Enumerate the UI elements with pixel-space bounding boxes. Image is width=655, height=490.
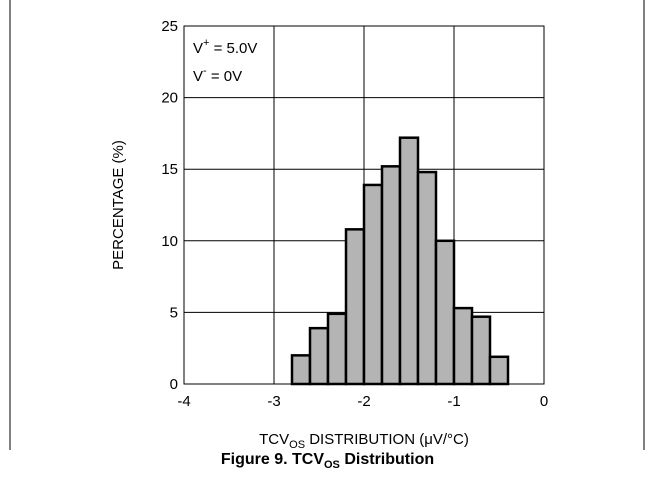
- histogram-bars: [290, 136, 510, 386]
- y-tick-label: 0: [170, 376, 178, 393]
- annotation-rest: = 5.0V: [209, 40, 257, 57]
- y-axis-label: PERCENTAGE (%): [110, 140, 127, 270]
- x-axis-label-main: TCV: [259, 431, 289, 448]
- histogram-bar: [488, 355, 510, 386]
- histogram-bar: [470, 315, 492, 386]
- y-tick-label: 5: [170, 304, 178, 321]
- x-tick-label: -2: [357, 393, 370, 410]
- x-axis-label-rest: DISTRIBUTION (μV/°C): [305, 431, 469, 448]
- y-tick-label: 25: [161, 18, 178, 35]
- annotation-superscript: +: [203, 37, 209, 49]
- y-tick-label: 10: [161, 233, 178, 250]
- annotation-main: V: [193, 68, 203, 85]
- x-tick-label: 0: [540, 393, 548, 410]
- histogram-bar: [290, 354, 312, 386]
- x-axis-label-subscript: OS: [289, 439, 305, 450]
- histogram-bar: [452, 306, 474, 386]
- histogram-bar: [398, 136, 420, 386]
- histogram-bar: [326, 312, 348, 386]
- histogram-bar: [416, 170, 438, 386]
- annotation-rest: = 0V: [207, 68, 242, 85]
- annotation-superscript: -: [203, 65, 207, 77]
- axis-tick-labels: -4 -3 -2 -1 0 0 5 10 15 20 25: [161, 18, 548, 410]
- figure-caption: Figure 9. TCVOS Distribution: [0, 451, 655, 471]
- condition-annotations: V+ = 5.0VV- = 0V: [193, 37, 257, 85]
- x-axis-label: TCVOS DISTRIBUTION (μV/°C): [259, 431, 469, 450]
- x-tick-label: -3: [267, 393, 280, 410]
- histogram-bar: [434, 239, 456, 386]
- annotation-main: V: [193, 40, 203, 57]
- histogram-bar: [380, 165, 402, 386]
- histogram-bar: [344, 228, 366, 386]
- condition-annotation: V+ = 5.0V: [193, 37, 257, 57]
- histogram-bar: [308, 326, 330, 386]
- y-tick-label: 20: [161, 90, 178, 107]
- caption-subscript: OS: [324, 459, 340, 472]
- y-tick-label: 15: [161, 161, 178, 178]
- x-tick-label: -4: [177, 393, 190, 410]
- x-tick-label: -1: [447, 393, 460, 410]
- histogram-bar: [362, 183, 384, 386]
- caption-rest: Distribution: [339, 451, 435, 468]
- plot-area-border: [183, 25, 545, 385]
- caption-main: Figure 9. TCV: [220, 451, 324, 468]
- condition-annotation: V- = 0V: [193, 65, 242, 85]
- histogram-chart: -4 -3 -2 -1 0 0 5 10 15 20 25 PERCENTAGE (%) TCVOS…: [9, 0, 645, 450]
